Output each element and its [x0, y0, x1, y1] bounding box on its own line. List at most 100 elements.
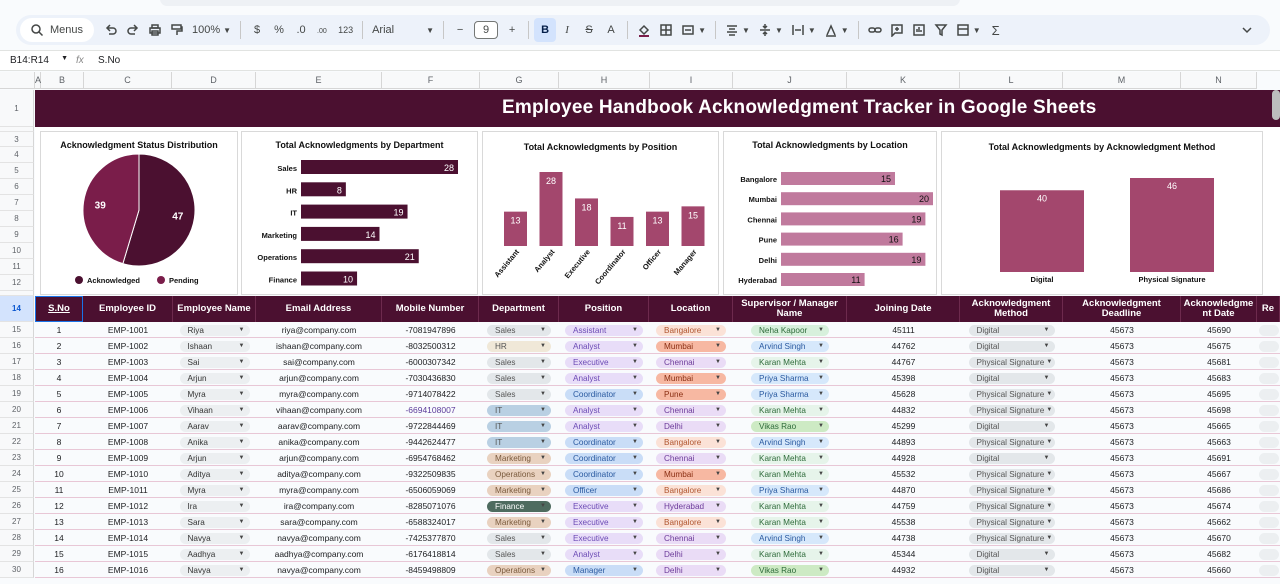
row-header-19[interactable]: 19 [0, 386, 34, 402]
cell-supervisor-manager-name[interactable]: Priya Sharma ▼ [733, 482, 847, 498]
dropdown-chip[interactable]: Sales ▼ [487, 548, 551, 560]
cell-employee-name[interactable]: Sara ▼ [173, 514, 256, 530]
cell-supervisor-manager-name[interactable]: Vikas Rao ▼ [733, 562, 847, 578]
strikethrough-button[interactable]: S [585, 24, 593, 36]
cell-supervisor-manager-name[interactable]: Karan Mehta ▼ [733, 354, 847, 370]
cell-acknowledgment-deadline[interactable]: 45673 [1110, 549, 1134, 559]
row-header-10[interactable]: 10 [0, 243, 34, 259]
dropdown-chip[interactable]: Physical Signature ▼ [968, 404, 1055, 416]
cell-employee-name[interactable]: Riya ▼ [173, 322, 256, 338]
column-header-supervisor-manager-name[interactable]: Supervisor / Manager Name [733, 296, 847, 322]
dropdown-chip[interactable]: Manager ▼ [565, 564, 643, 576]
cell-department[interactable]: Operations ▼ [479, 562, 559, 578]
borders-icon[interactable] [655, 18, 677, 42]
dropdown-chip[interactable]: Arjun ▼ [179, 372, 250, 384]
horizontal-align-icon[interactable]: ▼ [727, 25, 750, 36]
cell-s-no[interactable]: 3 [56, 357, 62, 367]
cell-position[interactable]: Executive ▼ [559, 514, 649, 530]
cell-acknowledgme-nt-date[interactable]: 45683 [1207, 373, 1231, 383]
cell-joining-date[interactable]: 45532 [891, 469, 916, 479]
cell-s-no[interactable]: 2 [56, 341, 62, 351]
cell-s-no[interactable]: 10 [54, 469, 64, 479]
row-header-1[interactable]: 1 [0, 90, 34, 127]
cell-employee-id[interactable]: EMP-1010 [107, 469, 149, 479]
cell-joining-date[interactable]: 45299 [891, 421, 916, 431]
cell-employee-name[interactable]: Myra ▼ [173, 482, 256, 498]
department-chart-panel[interactable]: Total Acknowledgments by Department Sale… [241, 131, 478, 295]
dropdown-chip[interactable]: Aditya ▼ [179, 468, 250, 480]
column-header-e[interactable]: E [256, 72, 382, 89]
column-header-d[interactable]: D [172, 72, 256, 89]
paint-format-icon[interactable] [166, 18, 188, 42]
increase-font-size-button[interactable]: + [508, 24, 516, 36]
cell-acknowledgment-method[interactable]: Physical Signature ▼ [960, 482, 1063, 498]
cell-acknowledgment-deadline[interactable]: 45673 [1110, 389, 1134, 399]
decrease-font-size-button[interactable]: − [456, 24, 464, 36]
dropdown-chip[interactable]: Anika ▼ [179, 436, 250, 448]
row-header-8[interactable]: 8 [0, 211, 34, 227]
row-header-23[interactable]: 23 [0, 450, 34, 466]
cell-acknowledgment-method[interactable]: Digital ▼ [960, 418, 1063, 434]
cell-employee-name[interactable]: Vihaan ▼ [173, 402, 256, 418]
column-header-a[interactable]: A [35, 72, 41, 89]
cell-email-address[interactable]: navya@company.com [277, 533, 361, 543]
dropdown-chip[interactable]: Karan Mehta ▼ [751, 500, 829, 512]
dropdown-chip[interactable]: IT ▼ [487, 436, 551, 448]
cell-employee-name[interactable]: Navya ▼ [173, 562, 256, 578]
dropdown-chip[interactable]: Hyderabad ▼ [656, 500, 726, 512]
cell-location[interactable]: Bangalore ▼ [649, 514, 733, 530]
cell-supervisor-manager-name[interactable]: Arvind Singh ▼ [733, 434, 847, 450]
cell-employee-name[interactable]: Anika ▼ [173, 434, 256, 450]
cell-joining-date[interactable]: 45398 [891, 373, 916, 383]
dropdown-chip[interactable]: Physical Signature ▼ [968, 388, 1055, 400]
cell-department[interactable]: Operations ▼ [479, 466, 559, 482]
column-header-l[interactable]: L [960, 72, 1063, 89]
dropdown-chip[interactable]: Sales ▼ [487, 532, 551, 544]
cell-s-no[interactable]: 4 [56, 373, 62, 383]
dropdown-chip[interactable]: HR ▼ [487, 340, 551, 352]
cell-position[interactable]: Assistant ▼ [559, 322, 649, 338]
dropdown-chip[interactable]: Sara ▼ [179, 516, 250, 528]
dropdown-chip[interactable]: Coordinator ▼ [565, 436, 643, 448]
dropdown-chip[interactable]: Executive ▼ [565, 516, 643, 528]
cell-employee-name[interactable]: Aadhya ▼ [173, 546, 256, 562]
cell-department[interactable]: HR ▼ [479, 338, 559, 354]
cell-mobile-number[interactable]: -9722844469 [405, 421, 456, 431]
text-rotation-icon[interactable]: ▼ [820, 18, 853, 42]
row-header-5[interactable]: 5 [0, 163, 34, 179]
cell-supervisor-manager-name[interactable]: Arvind Singh ▼ [733, 530, 847, 546]
column-header-employee-id[interactable]: Employee ID [83, 296, 173, 322]
cell-joining-date[interactable]: 45111 [892, 325, 915, 335]
fill-color-icon[interactable] [633, 18, 655, 42]
cell-s-no[interactable]: 1 [56, 325, 62, 335]
row-header-3[interactable]: 3 [0, 132, 34, 147]
row-header-2[interactable] [0, 127, 34, 132]
column-header-location[interactable]: Location [649, 296, 733, 322]
dropdown-chip[interactable]: Bangalore ▼ [656, 516, 726, 528]
cell-acknowledgment-method[interactable]: Digital ▼ [960, 338, 1063, 354]
cell-acknowledgme-nt-date[interactable]: 45665 [1207, 421, 1231, 431]
dropdown-chip[interactable]: Bangalore ▼ [656, 436, 726, 448]
cell-department[interactable]: Sales ▼ [479, 322, 559, 338]
cell-employee-id[interactable]: EMP-1015 [107, 549, 149, 559]
cell-employee-id[interactable]: EMP-1016 [107, 565, 149, 575]
cell-email-address[interactable]: sara@company.com [280, 517, 358, 527]
dropdown-chip[interactable]: Marketing ▼ [487, 516, 551, 528]
dropdown-chip[interactable]: Finance ▼ [487, 500, 551, 512]
column-header-n[interactable]: N [1181, 72, 1257, 89]
increase-decimal-icon[interactable]: .00 [312, 18, 334, 42]
cell-position[interactable]: Officer ▼ [559, 482, 649, 498]
cell-s-no[interactable]: 9 [56, 453, 62, 463]
cell-department[interactable]: Marketing ▼ [479, 482, 559, 498]
cell-joining-date[interactable]: 44893 [891, 437, 916, 447]
vertical-scrollbar[interactable] [1272, 90, 1280, 120]
cell-joining-date[interactable]: 44832 [891, 405, 916, 415]
cell-acknowledgment-deadline[interactable]: 45673 [1110, 533, 1134, 543]
dropdown-chip[interactable]: Vikas Rao ▼ [751, 564, 829, 576]
dropdown-chip[interactable]: Vikas Rao ▼ [751, 420, 829, 432]
dropdown-chip[interactable]: Coordinator ▼ [565, 388, 643, 400]
dropdown-chip[interactable]: Digital ▼ [968, 548, 1055, 560]
cell-department[interactable]: Sales ▼ [479, 530, 559, 546]
cell-joining-date[interactable]: 44759 [891, 501, 916, 511]
cell-acknowledgme-nt-date[interactable]: 45691 [1207, 453, 1231, 463]
